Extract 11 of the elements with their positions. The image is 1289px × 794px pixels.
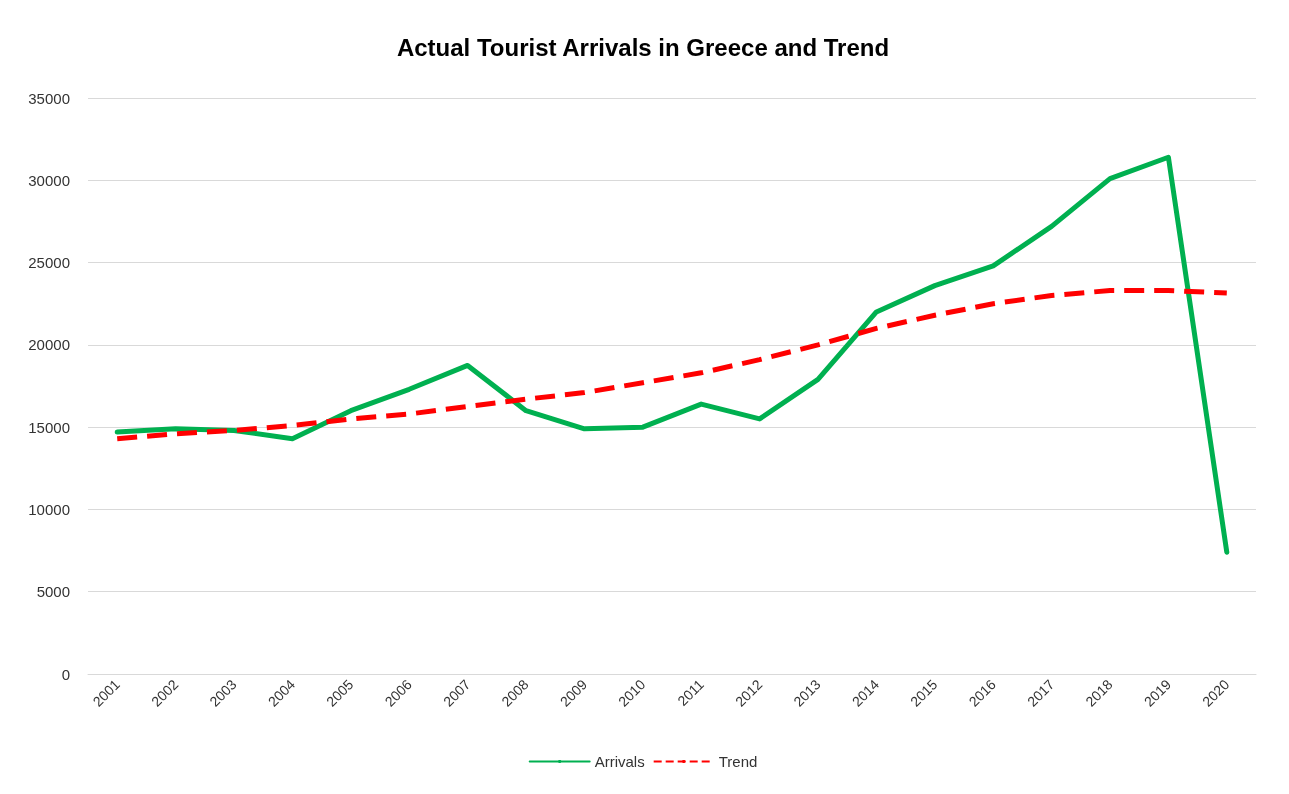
legend-label: Arrivals <box>594 753 645 770</box>
y-tick-label: 30000 <box>28 171 70 189</box>
chart-title: Actual Tourist Arrivals in Greece and Trend <box>396 33 890 61</box>
y-tick-label: 25000 <box>28 254 70 272</box>
y-tick-label: 0 <box>61 665 70 683</box>
legend-label: Trend <box>718 753 758 770</box>
y-tick-label: 15000 <box>28 418 70 436</box>
y-tick-label: 5000 <box>36 583 70 601</box>
y-tick-label: 10000 <box>28 500 70 518</box>
y-tick-label: 20000 <box>28 336 70 354</box>
y-tick-label: 35000 <box>28 89 70 107</box>
